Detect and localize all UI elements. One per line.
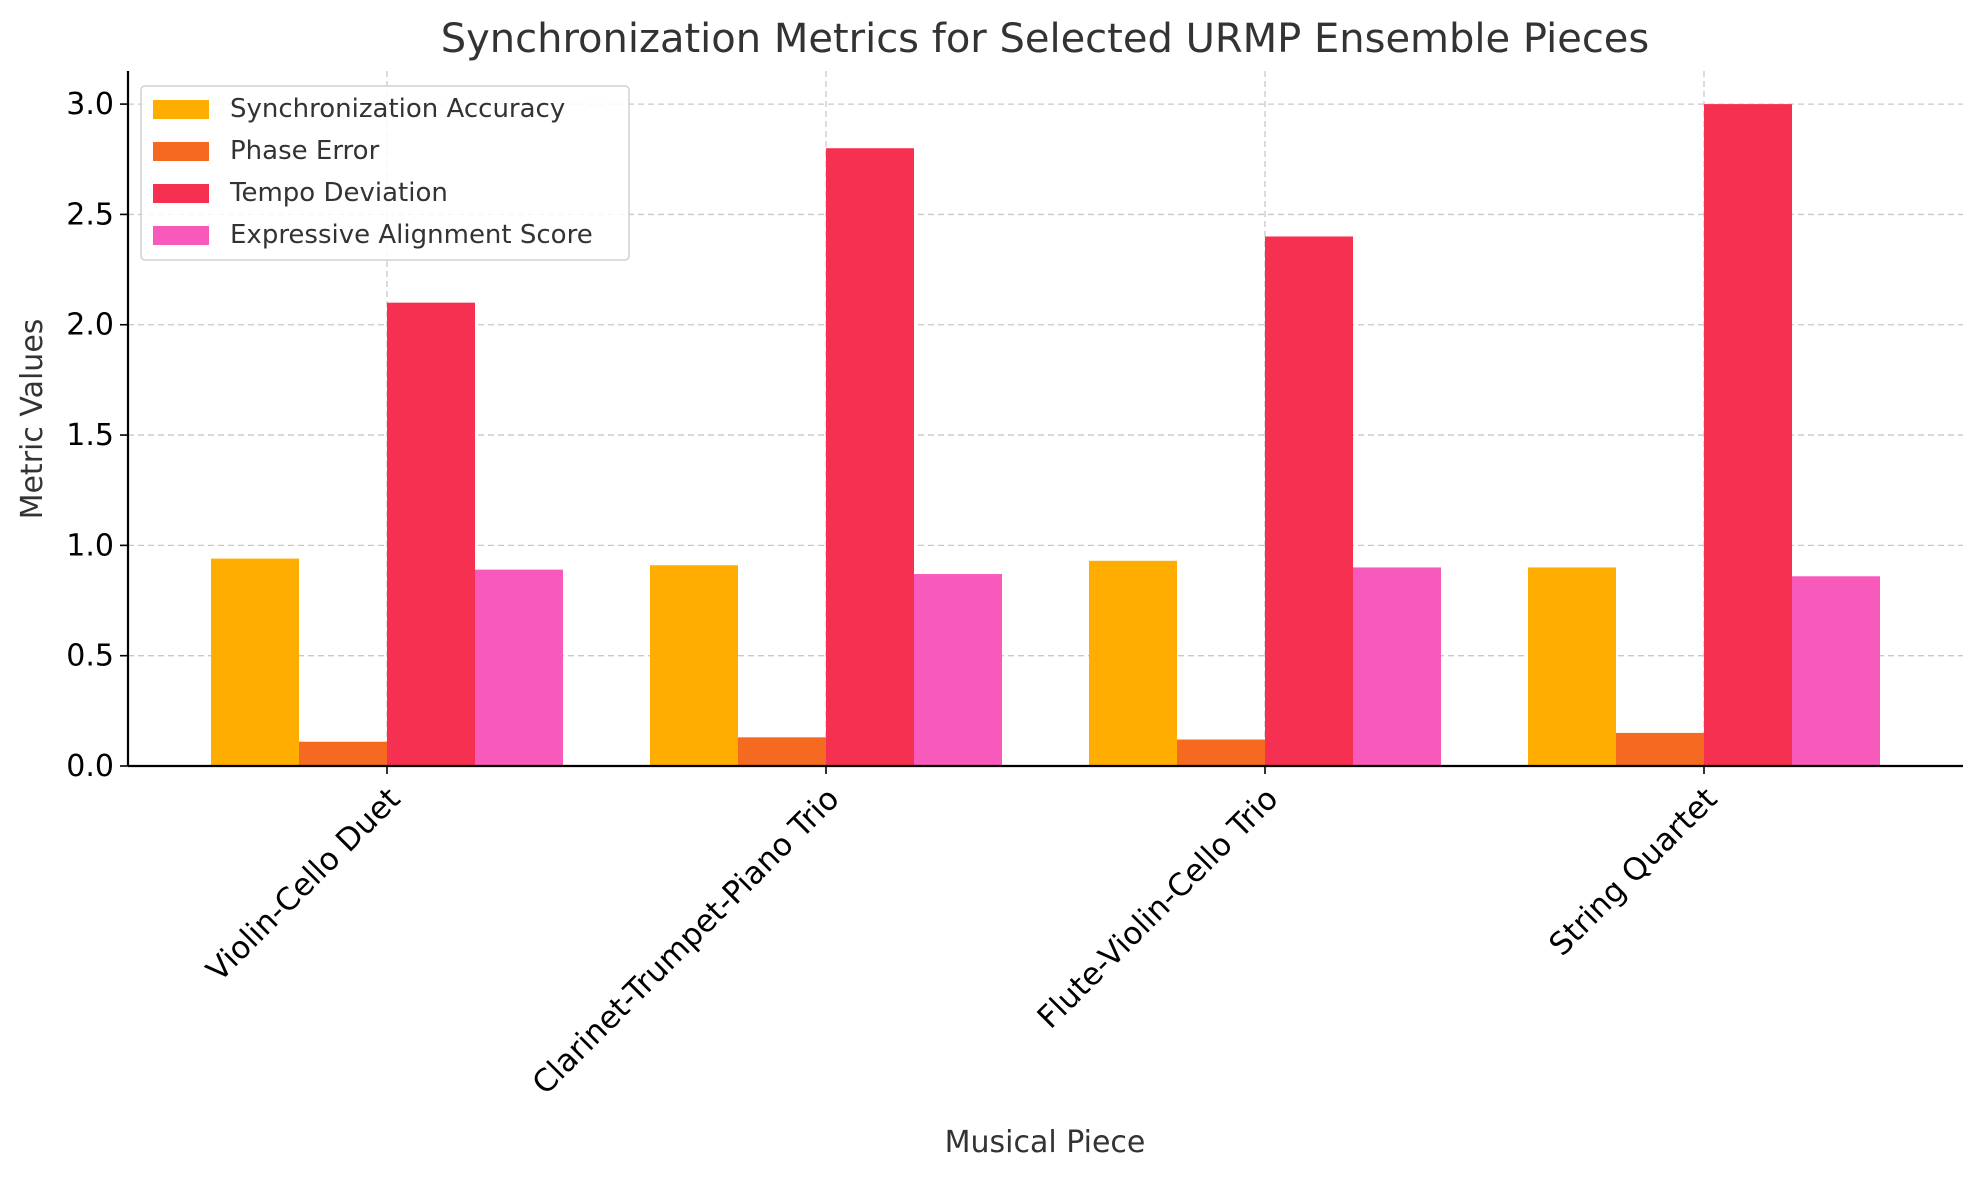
legend-swatch — [153, 184, 209, 203]
bar-expressive-alignment-score-1 — [914, 574, 1002, 766]
x-tick-label: String Quartet — [1542, 781, 1724, 963]
y-tick-label: 2.5 — [66, 197, 114, 232]
y-tick-label: 2.0 — [66, 308, 114, 343]
legend-box — [140, 85, 630, 261]
chart-title: Synchronization Metrics for Selected URM… — [441, 16, 1650, 62]
labels: Synchronization Metrics for Selected URM… — [15, 16, 1649, 1160]
y-tick-label: 1.0 — [66, 528, 114, 563]
legend-label: Phase Error — [230, 136, 380, 166]
bar-phase-error-2 — [1177, 739, 1265, 766]
x-tick-label: Violin-Cello Duet — [200, 781, 408, 989]
legend-swatch — [153, 226, 209, 245]
y-tick-label: 3.0 — [66, 87, 114, 122]
legend-label: Tempo Deviation — [229, 178, 448, 208]
bar-expressive-alignment-score-2 — [1353, 567, 1441, 766]
legend-swatch — [153, 142, 209, 161]
bar-synchronization-accuracy-0 — [211, 558, 299, 766]
legend-swatch — [153, 100, 209, 119]
bar-synchronization-accuracy-3 — [1528, 567, 1616, 766]
bar-expressive-alignment-score-3 — [1792, 576, 1880, 766]
bar-tempo-deviation-2 — [1265, 236, 1353, 766]
y-axis-label: Metric Values — [15, 319, 50, 520]
legend-label: Expressive Alignment Score — [230, 220, 593, 250]
bar-expressive-alignment-score-0 — [475, 569, 563, 766]
bar-tempo-deviation-1 — [826, 148, 914, 766]
y-tick-label: 1.5 — [66, 418, 114, 453]
x-tick-label: Flute-Violin-Cello Trio — [1031, 781, 1286, 1036]
legend-label: Synchronization Accuracy — [230, 94, 565, 124]
bar-phase-error-3 — [1616, 732, 1704, 766]
legend: Synchronization Accuracy Phase Error Tempo… — [140, 85, 630, 261]
y-tick-label: 0.5 — [66, 639, 114, 674]
y-tick-label: 0.0 — [66, 749, 114, 784]
x-tick-label: Clarinet-Trumpet-Piano Trio — [526, 781, 847, 1102]
bar-phase-error-1 — [738, 737, 826, 766]
bar-phase-error-0 — [299, 741, 387, 766]
bar-tempo-deviation-0 — [387, 302, 475, 766]
bar-synchronization-accuracy-2 — [1089, 560, 1177, 766]
bar-synchronization-accuracy-1 — [650, 565, 738, 766]
bar-tempo-deviation-3 — [1704, 104, 1792, 767]
x-axis-label: Musical Piece — [945, 1125, 1146, 1160]
bars — [211, 104, 1880, 767]
